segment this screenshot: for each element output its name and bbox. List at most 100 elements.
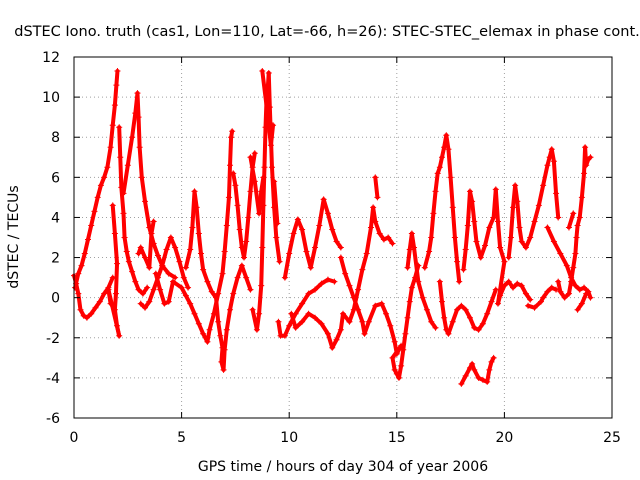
data-trace — [121, 163, 130, 196]
data-trace — [139, 175, 148, 204]
data-trace — [108, 123, 115, 150]
data-trace — [237, 227, 244, 250]
data-trace — [362, 319, 371, 336]
data-trace — [239, 263, 249, 280]
data-trace — [151, 241, 160, 258]
data-trace — [130, 111, 138, 140]
data-trace — [262, 125, 268, 170]
data-point — [144, 284, 151, 291]
data-trace — [224, 195, 231, 228]
data-trace — [228, 135, 234, 168]
data-trace — [181, 275, 191, 290]
data-point — [389, 240, 396, 247]
data-trace — [545, 225, 556, 244]
data-trace — [136, 115, 142, 150]
data-trace — [121, 211, 127, 240]
data-trace — [446, 319, 455, 336]
data-point — [260, 174, 267, 181]
data-trace — [431, 189, 438, 216]
data-trace — [450, 307, 460, 324]
y-tick-label: 0 — [51, 291, 60, 307]
data-point — [553, 286, 560, 293]
data-trace — [429, 211, 436, 240]
data-trace — [478, 243, 488, 260]
data-trace — [483, 225, 492, 248]
data-trace — [244, 275, 253, 292]
data-point — [432, 324, 439, 331]
data-trace — [495, 219, 503, 250]
data-trace — [470, 199, 477, 224]
data-trace — [330, 227, 339, 244]
data-trace — [289, 311, 298, 330]
data-trace — [356, 267, 365, 292]
data-trace — [422, 249, 432, 270]
data-trace — [260, 69, 270, 118]
data-point — [555, 214, 562, 221]
data-trace — [118, 155, 124, 190]
data-trace — [351, 295, 361, 312]
x-tick-label: 10 — [280, 430, 298, 446]
data-trace — [461, 247, 468, 272]
y-tick-label: 6 — [51, 170, 60, 186]
data-trace — [140, 285, 150, 296]
data-trace — [325, 211, 335, 232]
data-trace — [158, 287, 167, 306]
data-trace — [92, 195, 100, 214]
data-trace — [224, 307, 233, 332]
data-trace — [472, 219, 479, 244]
data-trace — [112, 231, 120, 266]
data-trace — [183, 247, 193, 270]
data-trace — [498, 245, 507, 264]
data-point — [587, 294, 594, 301]
data-trace — [356, 307, 365, 324]
data-trace — [105, 145, 113, 170]
data-trace — [308, 245, 318, 270]
data-trace — [287, 231, 296, 256]
y-tick-label: 8 — [51, 130, 60, 146]
data-trace — [235, 203, 242, 232]
data-trace — [347, 307, 356, 324]
data-trace — [420, 295, 429, 312]
data-trace — [390, 343, 404, 360]
data-trace — [110, 103, 117, 128]
x-tick-label: 5 — [177, 430, 186, 446]
data-trace — [452, 235, 460, 264]
data-trace — [493, 187, 500, 224]
data-trace — [343, 271, 352, 288]
x-tick-label: 0 — [70, 430, 79, 446]
data-trace — [523, 291, 533, 302]
data-trace — [110, 203, 117, 236]
data-point — [570, 210, 577, 217]
data-trace — [564, 263, 574, 280]
data-point — [274, 220, 281, 227]
data-trace — [246, 189, 253, 220]
data-point — [229, 128, 236, 135]
data-trace — [566, 211, 576, 230]
data-trace — [321, 197, 330, 216]
data-trace — [153, 271, 163, 292]
data-trace — [260, 203, 266, 250]
data-trace — [364, 225, 373, 256]
data-point — [527, 296, 534, 303]
x-axis-label: GPS time / hours of day 304 of year 2006 — [198, 459, 488, 475]
data-trace — [405, 247, 412, 270]
data-trace — [106, 275, 115, 290]
data-trace — [416, 279, 425, 300]
data-trace — [79, 251, 87, 268]
data-points — [71, 68, 594, 387]
data-trace — [95, 183, 103, 200]
data-point — [276, 258, 283, 265]
data-trace — [268, 123, 276, 148]
data-trace — [300, 227, 309, 254]
data-trace — [188, 225, 195, 252]
data-trace — [551, 239, 563, 256]
data-point — [107, 300, 114, 307]
data-point — [583, 290, 590, 297]
data-trace — [231, 275, 240, 296]
data-trace — [226, 163, 233, 200]
data-trace — [463, 223, 470, 252]
data-trace — [551, 159, 559, 196]
data-trace — [85, 223, 94, 242]
data-trace — [528, 219, 537, 240]
data-trace — [360, 251, 369, 272]
